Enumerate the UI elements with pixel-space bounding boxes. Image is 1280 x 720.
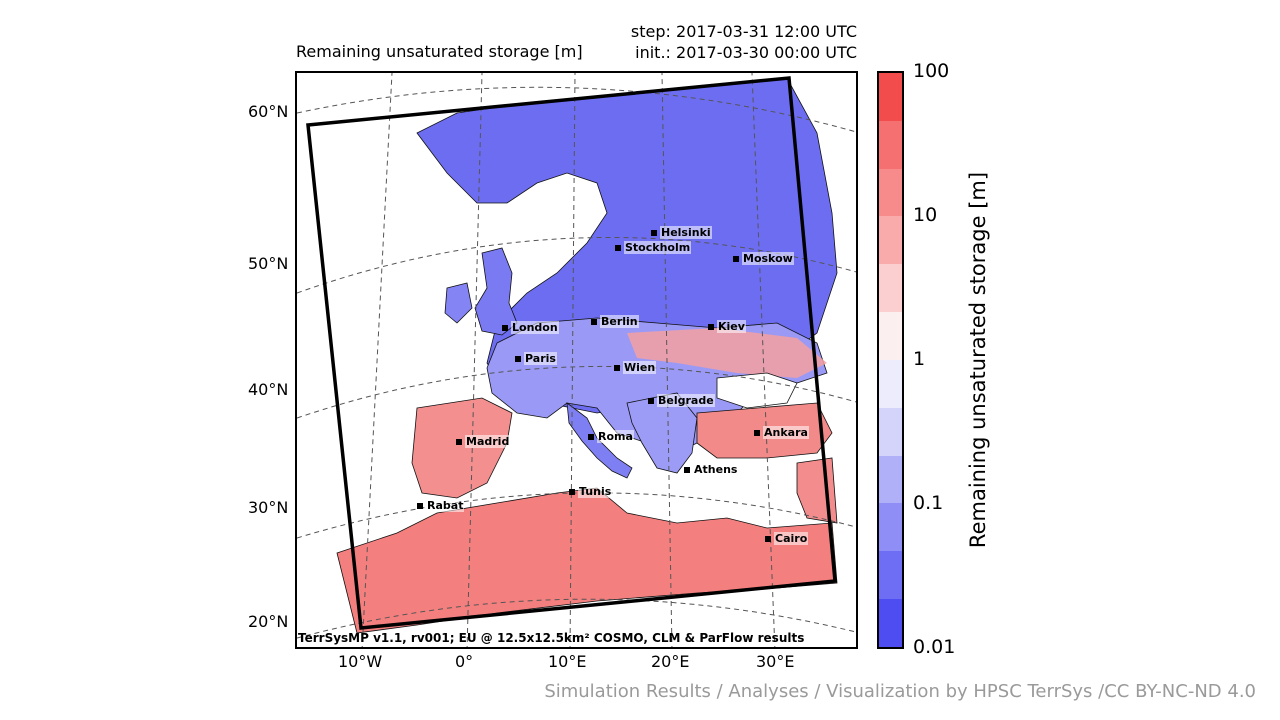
colorbar-tick-100: 100 [913,60,950,82]
map-panel[interactable]: Helsinki Stockholm Moskow London Berlin … [295,71,858,649]
colorbar-tick-0-01: 0.01 [913,636,956,658]
city-rabat: Rabat [417,499,465,512]
city-marker-icon [417,502,423,509]
colorbar-segment [879,551,902,600]
land-iberia [411,397,513,499]
city-cairo: Cairo [765,532,809,545]
city-marker-icon [648,397,654,404]
city-label: Wien [623,361,657,374]
city-label: Paris [524,352,557,365]
city-marker-icon [651,229,657,236]
city-wien: Wien [614,361,657,374]
colorbar-tick-10: 10 [913,204,938,226]
city-roma: Roma [588,430,634,443]
graticule [297,73,856,647]
credits: Simulation Results / Analyses / Visualiz… [544,681,1256,702]
city-stockholm: Stockholm [615,241,692,254]
land-britain [474,247,518,336]
colorbar-segment [879,216,902,265]
timestamp-block: step: 2017-03-31 12:00 UTC init.: 2017-0… [631,21,857,63]
city-marker-icon [708,323,714,330]
city-ankara: Ankara [754,426,809,439]
city-marker-icon [588,433,594,440]
city-tunis: Tunis [569,485,613,498]
city-athens: Athens [684,463,739,476]
city-paris: Paris [515,352,557,365]
colorbar-segment [879,168,902,217]
colorbar-segment [879,359,902,408]
city-marker-icon [684,466,690,473]
city-label: Madrid [465,435,511,448]
city-label: Rabat [426,499,465,512]
city-marker-icon [615,244,621,251]
colorbar-segment [879,264,902,313]
city-label: London [511,321,559,334]
city-label: Tunis [578,485,613,498]
city-marker-icon [754,429,760,436]
city-marker-icon [591,318,597,325]
colorbar-segment [879,73,902,121]
lat-label-30: 30°N [248,498,289,517]
city-label: Cairo [774,532,809,545]
land-mideast [796,457,838,524]
city-label: Ankara [763,426,809,439]
colorbar-tick-1: 1 [913,348,926,370]
city-kiev: Kiev [708,320,746,333]
city-berlin: Berlin [591,315,639,328]
lat-label-40: 40°N [248,380,289,399]
land-ireland [444,282,473,324]
colorbar [877,71,904,649]
lat-label-60: 60°N [248,102,289,121]
city-label: Roma [597,430,634,443]
init-time: init.: 2017-03-30 00:00 UTC [635,43,857,62]
colorbar-segment [879,407,902,456]
city-marker-icon [614,364,620,371]
city-marker-icon [569,488,575,495]
colorbar-segment [879,599,902,647]
city-label: Kiev [717,320,746,333]
lon-label-0: 0° [455,652,474,671]
city-moskow: Moskow [733,252,794,265]
city-belgrade: Belgrade [648,394,715,407]
black-sea [716,372,798,409]
colorbar-segment [879,120,902,169]
city-marker-icon [502,324,508,331]
colorbar-label: Remaining unsaturated storage [m] [966,171,990,549]
map-title: Remaining unsaturated storage [m] [296,42,583,61]
lon-label-30e: 30°E [756,652,795,671]
city-label: Helsinki [660,226,712,239]
city-marker-icon [515,355,521,362]
model-footer: TerrSysMP v1.1, rv001; EU @ 12.5x12.5km²… [298,631,805,645]
city-madrid: Madrid [456,435,511,448]
land-east-red [627,328,827,378]
colorbar-segment [879,455,902,504]
city-helsinki: Helsinki [651,226,712,239]
lon-label-10w: 10°W [338,652,383,671]
city-label: Stockholm [624,241,692,254]
city-london: London [502,321,559,334]
map-canvas [297,73,856,647]
step-time: step: 2017-03-31 12:00 UTC [630,22,857,41]
lon-label-20e: 20°E [651,652,690,671]
lon-label-10e: 10°E [548,652,587,671]
city-label: Moskow [742,252,794,265]
lat-label-20: 20°N [248,612,289,631]
city-label: Belgrade [657,394,715,407]
colorbar-tick-0-1: 0.1 [913,492,944,514]
city-label: Athens [693,463,739,476]
domain-outline [306,76,837,630]
city-marker-icon [733,255,739,262]
lat-label-50: 50°N [248,254,289,273]
city-marker-icon [765,535,771,542]
city-label: Berlin [600,315,639,328]
colorbar-segment [879,503,902,552]
colorbar-segment [879,312,902,360]
city-marker-icon [456,438,462,445]
